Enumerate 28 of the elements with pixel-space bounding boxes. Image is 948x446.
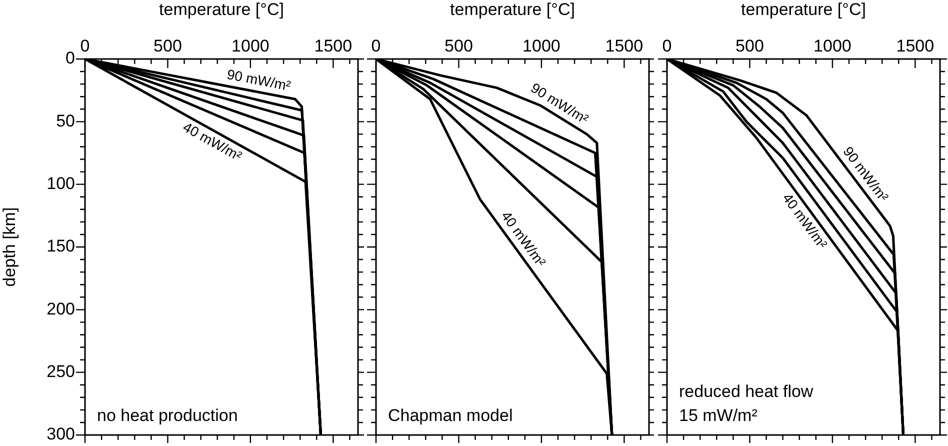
annotation: no heat production (97, 406, 238, 425)
text: 90 mW/m² (226, 66, 292, 94)
y-tick-label: 250 (46, 362, 75, 382)
x-tick-label: 0 (80, 36, 90, 56)
x-tick-label: 1500 (605, 36, 644, 56)
y-tick-label: 100 (46, 174, 75, 194)
x-tick-label: 1500 (314, 36, 352, 56)
x-axis-title: temperature [°C] (450, 0, 575, 19)
x-axis-title: temperature [°C] (159, 0, 284, 19)
y-tick-label: 0 (66, 48, 75, 68)
x-tick-label: 1000 (814, 36, 852, 56)
y-tick-label: 50 (56, 111, 75, 130)
y-tick-label: 150 (46, 236, 75, 256)
x-tick-label: 0 (662, 36, 672, 56)
annotation: 15 mW/m² (679, 406, 758, 425)
annotation: Chapman model (388, 406, 513, 425)
x-tick-label: 500 (444, 36, 473, 56)
x-tick-label: 1000 (522, 36, 560, 56)
x-tick-label: 1000 (232, 36, 270, 56)
x-tick-label: 1500 (896, 36, 934, 56)
x-tick-label: 500 (736, 36, 764, 56)
annotation: reduced heat flow (679, 382, 814, 401)
x-axis-title: temperature [°C] (741, 0, 866, 19)
x-tick-label: 500 (154, 36, 182, 56)
y-axis-title: depth [km] (0, 207, 19, 287)
y-tick-label: 200 (46, 299, 75, 318)
x-tick-label: 0 (371, 36, 381, 56)
y-tick-label: 300 (46, 424, 75, 444)
